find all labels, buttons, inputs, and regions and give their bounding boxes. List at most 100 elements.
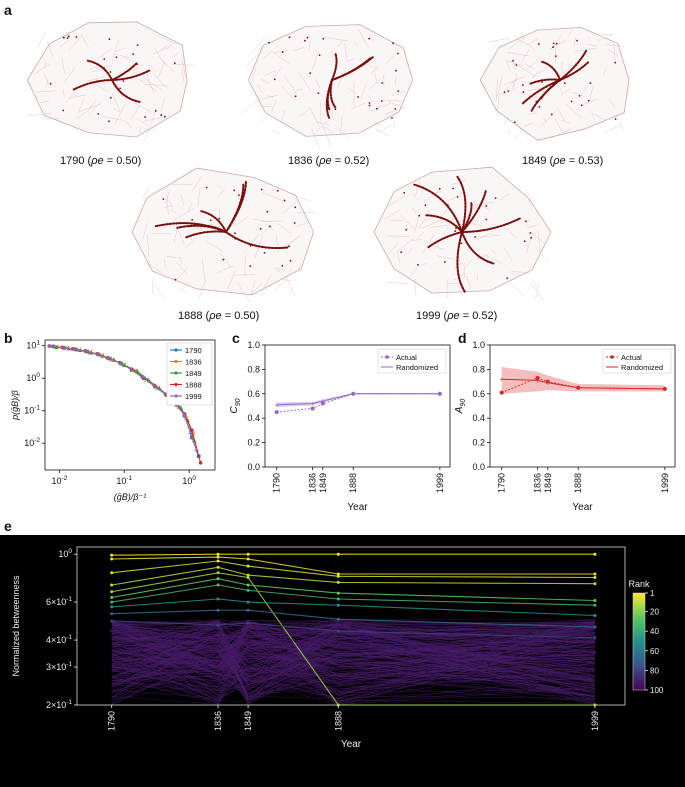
data-point: [47, 343, 52, 349]
legend-label: 1999: [185, 392, 202, 401]
legend-label: Actual: [396, 353, 417, 362]
x-axis-label: (ḡB)/β⁻¹: [114, 492, 146, 502]
trajectory-point: [246, 583, 250, 587]
y-tick-label: 0.0: [472, 462, 485, 472]
trajectory-point: [593, 572, 597, 576]
data-point: [129, 367, 134, 372]
legend-label: 1836: [185, 358, 202, 367]
data-point: [188, 431, 193, 436]
trajectory-rank-25: [110, 577, 597, 603]
trajectory-rank-1: [110, 552, 597, 557]
map-high-betweenness-routes: [325, 52, 374, 119]
legend-marker: [385, 355, 389, 359]
panel-d-a90-chart: 0.0 0.2 0.4 0.6 0.8 1.0 1790 1836 1849 1888 1999 Ye…: [454, 340, 676, 513]
map-high-betweenness-routes: [413, 175, 521, 293]
trajectory-point: [336, 591, 340, 595]
map-caption-1849: 1849 (ρe = 0.53): [522, 155, 604, 167]
trajectory-point: [246, 608, 250, 612]
y-tick-label: 2×10-1: [46, 699, 72, 710]
colorbar-tick-label: 80: [650, 666, 659, 675]
actual-marker: [320, 401, 325, 406]
trajectory-point: [593, 613, 597, 617]
trajectory-rank-35: [110, 583, 597, 607]
data-point: [118, 360, 123, 366]
y-tick-label: 101: [26, 340, 40, 351]
trajectory-point: [593, 603, 597, 607]
legend-box: [166, 342, 213, 406]
legend-box: [602, 348, 672, 374]
trajectory-point: [593, 651, 597, 655]
randomized-marker: +: [311, 401, 315, 408]
panel-letter-b: b: [4, 330, 13, 346]
trajectory-point: [593, 582, 597, 586]
y-axis-label: p(ḡB)/β: [10, 390, 20, 421]
trajectory-point: [110, 629, 114, 633]
legend-label: 1849: [185, 369, 202, 378]
y-axis-label: C90: [229, 398, 242, 413]
trajectory-point: [593, 625, 597, 629]
y-tick-label: 0.8: [472, 364, 485, 374]
data-point: [59, 345, 65, 350]
panel-c-c90-chart: 0.0 0.2 0.4 0.6 0.8 1.0 1790 1836 1849 1888 1999 Ye…: [229, 340, 451, 513]
actual-marker: [576, 385, 581, 390]
trajectory-rank-95: [110, 629, 597, 655]
y-tick-label: 0.6: [247, 389, 260, 399]
trajectory-point: [246, 573, 250, 577]
trajectory-point: [336, 617, 340, 621]
trajectory-point: [216, 552, 220, 556]
actual-marker: [310, 406, 315, 411]
street-map-1836: [240, 24, 414, 150]
colorbar-tick-label: 60: [650, 647, 659, 656]
trajectory-point: [336, 643, 340, 647]
trajectory-point: [110, 583, 114, 587]
map-caption-1999: 1999 (ρe = 0.52): [416, 310, 498, 322]
actual-marker: [499, 390, 504, 395]
legend-marker: [174, 382, 178, 387]
actual-marker: [351, 391, 356, 396]
trajectory-point: [336, 629, 340, 633]
x-tick-label: 1888: [573, 473, 583, 493]
data-point: [182, 412, 187, 417]
map-streets: [384, 179, 550, 300]
legend-marker: [174, 348, 178, 352]
legend-marker: [174, 359, 178, 364]
map-caption-1790: 1790 (ρe = 0.50): [60, 155, 142, 167]
randomized-band: [276, 393, 440, 408]
trajectory-point: [110, 605, 114, 609]
map-caption-1888: 1888 (ρe = 0.50): [178, 310, 260, 322]
data-point: [72, 346, 77, 352]
street-map-1888: [131, 167, 316, 304]
trajectory-point: [246, 621, 250, 625]
randomized-marker: +: [275, 402, 279, 409]
data-point: [153, 383, 158, 389]
y-axis-label: Normalized betweenness: [11, 575, 21, 677]
data-point: [190, 428, 194, 433]
trajectory-point: [110, 600, 114, 604]
trajectory-point: [110, 557, 114, 561]
panel-b-distribution-chart: 10-2 10-1 100 10-2 10-1 100 101 (ḡB)/β⁻¹ p(ḡB)/β…: [10, 339, 216, 502]
map-caption-1836: 1836 (ρe = 0.52): [288, 155, 370, 167]
map-high-betweenness-routes: [154, 179, 289, 249]
trajectory-rank-10: [110, 565, 597, 587]
y-tick-label: 100: [58, 548, 72, 559]
data-point: [106, 356, 112, 361]
map-outline: [247, 24, 414, 137]
map-streets: [27, 31, 195, 141]
street-map-1849: [479, 26, 630, 141]
map-streets: [142, 176, 316, 304]
trajectory-point: [216, 623, 220, 627]
trajectory-point: [246, 564, 250, 568]
randomized-marker: +: [500, 377, 504, 384]
trajectory-point: [110, 619, 114, 623]
y-tick-label: 3×10-1: [46, 661, 72, 672]
colorbar-tick-label: 100: [650, 686, 664, 695]
y-tick-label: 0.8: [247, 364, 260, 374]
trajectory-point: [336, 574, 340, 578]
low-rank-trajectories: [111, 618, 595, 706]
trajectory-point: [246, 588, 250, 592]
trajectory-point: [246, 600, 250, 604]
trajectory-point: [110, 590, 114, 594]
trajectory-point: [110, 595, 114, 599]
